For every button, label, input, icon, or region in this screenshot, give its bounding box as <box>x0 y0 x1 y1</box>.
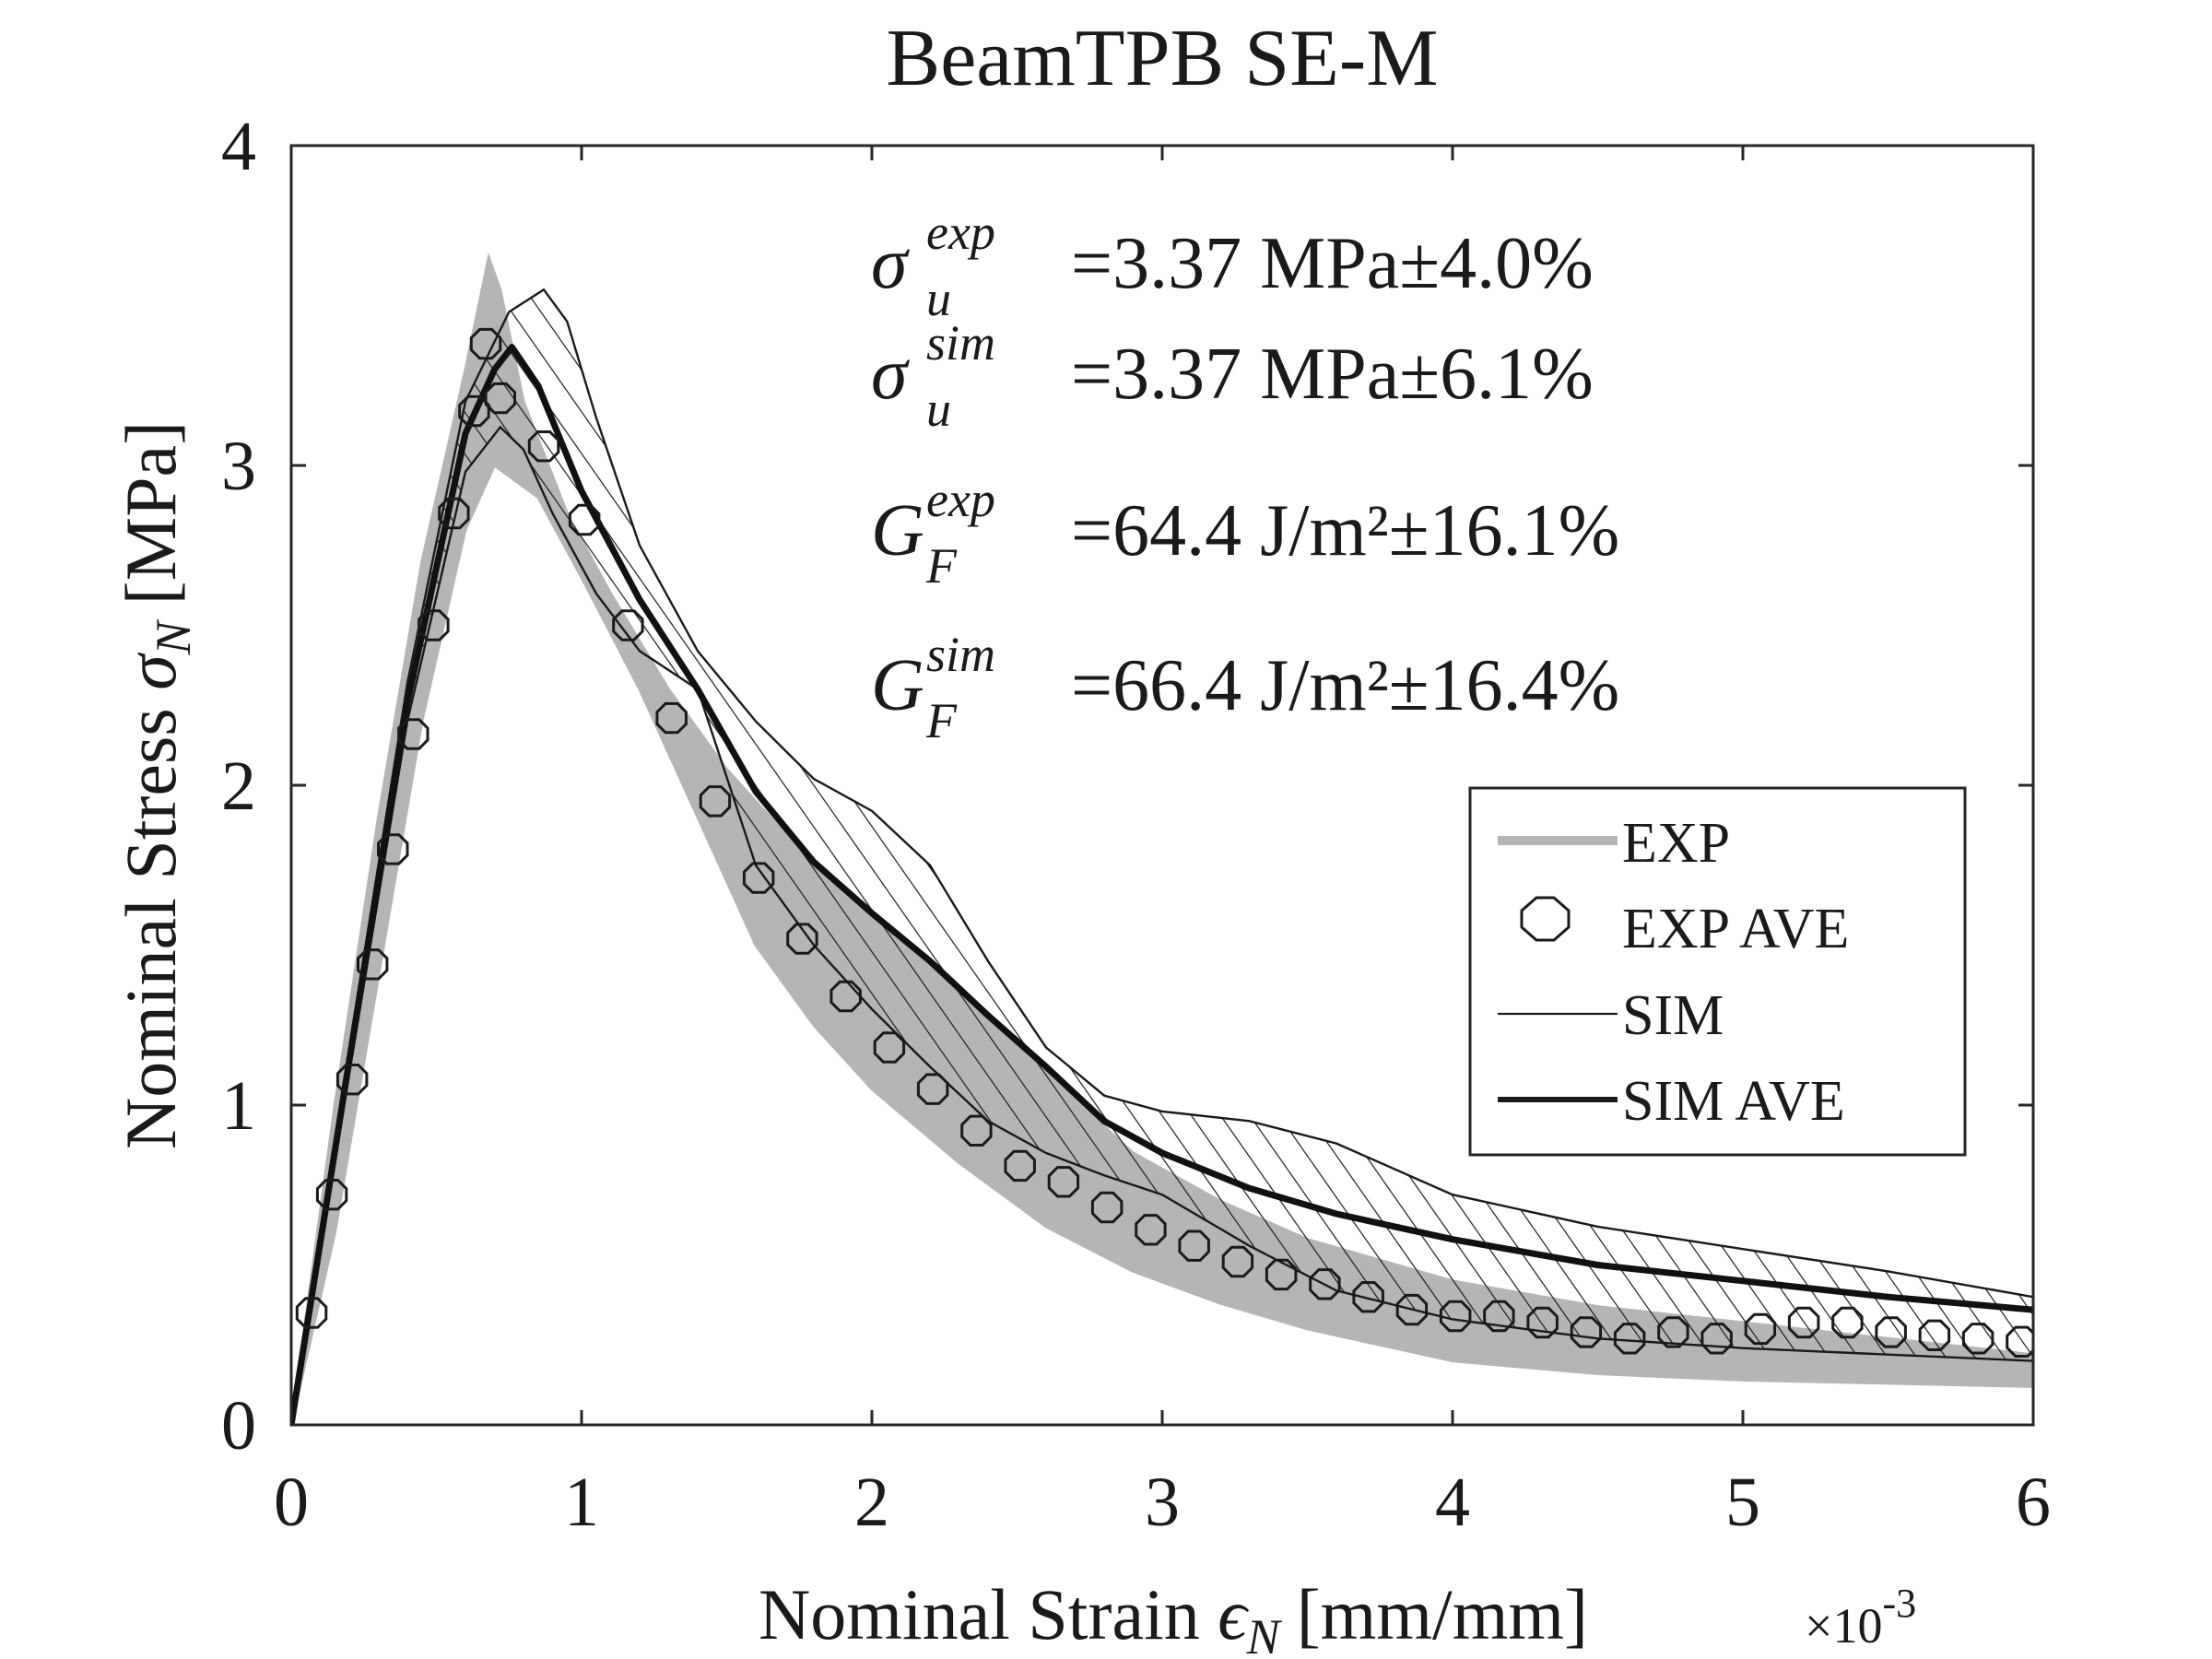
annotation-superscript: exp <box>926 205 995 260</box>
annotation-symbol: G <box>871 490 924 571</box>
y-tick-label: 2 <box>221 747 256 825</box>
x-tick-label: 2 <box>854 1464 889 1541</box>
exp-ave-point <box>295 1297 328 1329</box>
annotation-symbol: σ <box>871 223 910 304</box>
y-tick-label: 3 <box>221 428 256 505</box>
x-tick-label: 0 <box>274 1464 309 1541</box>
legend-label-sim-ave: SIM AVE <box>1622 1070 1845 1133</box>
exp-ave-point <box>335 1064 369 1096</box>
exp-ave-point <box>612 609 644 641</box>
x-tick-label: 3 <box>1145 1464 1180 1541</box>
exp-ave-point <box>1700 1323 1733 1355</box>
series-sim-upper <box>291 288 2033 1425</box>
axis-ticks: 0 1 2 3 4 5 6 0 1 2 3 4 <box>221 108 2051 1541</box>
annotation-text: =64.4 J/m²±16.1% <box>1071 490 1619 571</box>
x-axis-multiplier: ×10-3 <box>1805 1581 1916 1653</box>
exp-ave-point <box>397 718 429 750</box>
exp-ave-point <box>699 785 732 818</box>
exp-ave-point <box>742 862 775 894</box>
legend-label-sim: SIM <box>1622 984 1724 1047</box>
annotation-subscript: F <box>925 693 958 748</box>
exp-ave-point <box>1004 1149 1036 1182</box>
exp-ave-point <box>568 503 601 536</box>
legend-swatch-exp-ave <box>1520 896 1571 942</box>
y-tick-label: 0 <box>221 1387 256 1465</box>
exp-ave-point <box>1657 1316 1689 1348</box>
series-sim-lower <box>291 425 2033 1425</box>
exp-ave-point <box>873 1031 906 1064</box>
annotation-subscript: F <box>925 538 958 594</box>
exp-ave-point <box>1178 1230 1210 1262</box>
annotation-subscript: u <box>926 271 951 326</box>
exp-ave-point <box>1961 1323 1994 1355</box>
annotation-text: =3.37 MPa±4.0% <box>1071 223 1594 304</box>
exp-ave-point <box>315 1179 348 1211</box>
exp-ave-point <box>1090 1191 1124 1224</box>
exp-ave-point <box>438 497 470 530</box>
exp-ave-point <box>1570 1316 1603 1348</box>
exp-ave-point <box>418 609 450 641</box>
annotation-subscript: u <box>926 382 951 437</box>
exp-ave-point <box>916 1073 949 1105</box>
legend-label-exp-ave: EXP AVE <box>1622 898 1849 960</box>
exp-ave-point <box>357 948 389 981</box>
annotation-superscript: sim <box>926 315 995 371</box>
exp-ave-point <box>1744 1312 1777 1346</box>
exp-ave-point <box>1395 1293 1429 1326</box>
annotation-text: =66.4 J/m²±16.4% <box>1071 645 1619 726</box>
x-tick-label: 5 <box>1725 1464 1760 1541</box>
exp-ave-point <box>1787 1306 1820 1339</box>
exp-ave-point <box>1309 1268 1341 1300</box>
exp-ave-point <box>2006 1325 2033 1358</box>
x-axis-label: Nominal Strain ϵN [mm/mm] <box>759 1574 1588 1659</box>
exp-ave-point <box>377 833 409 865</box>
legend-box <box>1468 786 1967 1157</box>
annotation-symbol: σ <box>871 334 910 415</box>
exp-ave-point <box>1526 1306 1559 1339</box>
chart-title: BeamTPB SE-M <box>887 14 1439 103</box>
exp-ave-point <box>1831 1306 1864 1339</box>
annotation-superscript: exp <box>926 472 995 527</box>
exp-ave-point <box>527 430 560 463</box>
exp-ave-point <box>1135 1214 1167 1246</box>
exp-ave-point <box>484 382 516 415</box>
exp-ave-point <box>1439 1300 1472 1333</box>
legend: EXP EXP AVE SIM SIM AVE <box>1468 786 1967 1157</box>
exp-ave-point <box>1352 1281 1384 1313</box>
exp-ave-point <box>469 327 502 360</box>
series-sim-ave-line <box>291 344 2033 1425</box>
exp-ave-point <box>786 923 818 955</box>
y-tick-label: 4 <box>221 108 256 185</box>
x-tick-label: 6 <box>2016 1464 2051 1541</box>
exp-ave-point <box>830 980 862 1013</box>
exp-ave-point <box>1875 1316 1907 1348</box>
annotation-symbol: G <box>871 645 924 726</box>
legend-label-exp: EXP <box>1622 812 1730 875</box>
y-axis-label: Nominal Stress σN[MPa] <box>111 421 201 1149</box>
exp-ave-point <box>1613 1323 1646 1355</box>
x-tick-label: 1 <box>564 1464 599 1541</box>
y-tick-label: 1 <box>221 1067 256 1145</box>
exp-ave-point <box>1047 1166 1080 1198</box>
x-tick-label: 4 <box>1435 1464 1470 1541</box>
exp-ave-point <box>1918 1319 1951 1351</box>
plot-area <box>291 253 2033 1425</box>
exp-ave-point <box>1483 1300 1515 1333</box>
exp-ave-point <box>1221 1245 1254 1278</box>
exp-ave-point <box>655 701 688 735</box>
exp-ave-point <box>960 1114 993 1147</box>
annotation-text: =3.37 MPa±6.1% <box>1071 334 1594 415</box>
annotation-superscript: sim <box>926 627 995 682</box>
exp-ave-point <box>1265 1258 1298 1291</box>
